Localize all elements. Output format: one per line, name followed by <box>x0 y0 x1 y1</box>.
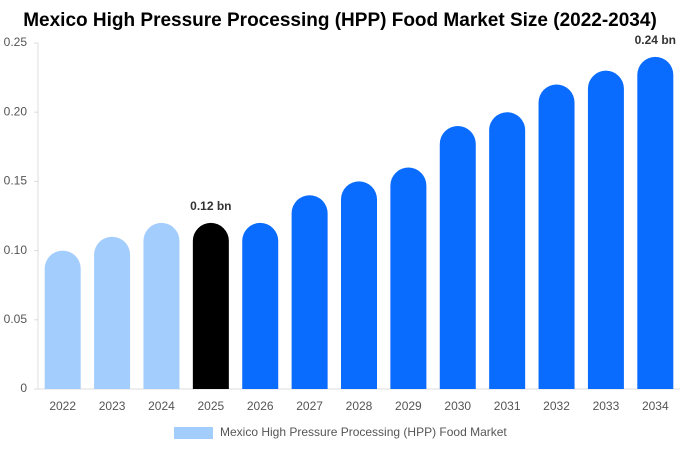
y-tick-label: 0.20 <box>4 104 28 118</box>
bar <box>341 181 377 389</box>
x-tick-label: 2028 <box>346 399 373 413</box>
bar <box>439 126 476 390</box>
bar <box>538 84 575 390</box>
bar <box>390 167 427 389</box>
x-tick-label: 2029 <box>395 399 422 413</box>
x-tick-label: 2032 <box>543 399 570 413</box>
y-tick-label: 0 <box>20 381 27 395</box>
value-label: 0.12 bn <box>190 199 231 213</box>
bar <box>143 222 180 389</box>
y-tick-label: 0.10 <box>4 243 28 257</box>
x-tick-label: 2031 <box>494 399 521 413</box>
x-tick-label: 2023 <box>99 399 126 413</box>
bar <box>587 70 624 390</box>
y-tick-label: 0.05 <box>4 312 28 326</box>
bar <box>94 236 131 389</box>
x-tick-label: 2026 <box>247 399 274 413</box>
x-tick-label: 2022 <box>49 399 76 413</box>
bar <box>242 222 279 389</box>
bar <box>637 56 674 390</box>
x-tick-label: 2033 <box>593 399 620 413</box>
bar <box>44 250 81 389</box>
x-tick-label: 2024 <box>148 399 175 413</box>
chart-title: Mexico High Pressure Processing (HPP) Fo… <box>23 10 657 31</box>
bar <box>291 195 328 389</box>
bar <box>192 222 229 389</box>
legend-label: Mexico High Pressure Processing (HPP) Fo… <box>220 425 507 439</box>
x-tick-label: 2027 <box>296 399 323 413</box>
legend-swatch <box>174 427 213 439</box>
x-tick-label: 2025 <box>197 399 224 413</box>
x-tick-label: 2034 <box>642 399 669 413</box>
bar <box>489 112 526 389</box>
y-tick-label: 0.25 <box>4 35 28 49</box>
x-tick-label: 2030 <box>444 399 471 413</box>
value-label: 0.24 bn <box>635 33 676 47</box>
y-tick-label: 0.15 <box>4 174 28 188</box>
